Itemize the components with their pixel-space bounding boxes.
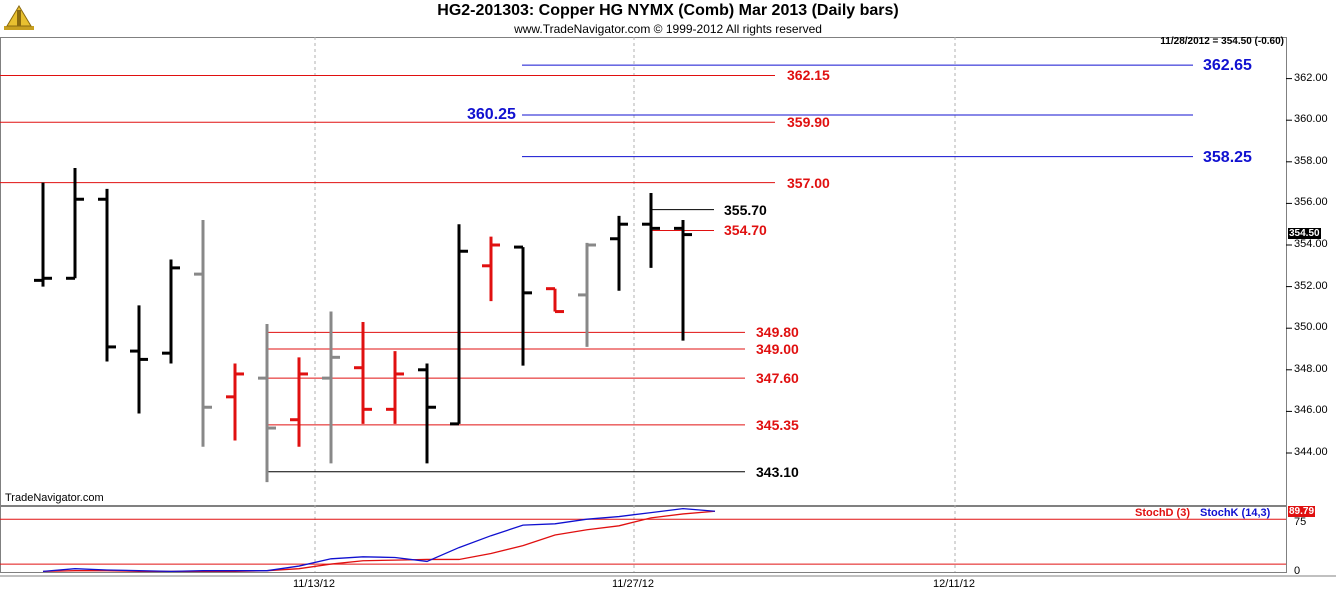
y-tick-label: 344.00 bbox=[1294, 446, 1328, 458]
level-label: 357.00 bbox=[787, 174, 830, 191]
y-tick-label: 354.00 bbox=[1294, 238, 1328, 250]
level-label: 347.60 bbox=[756, 370, 799, 387]
y-tick-label: 360.00 bbox=[1294, 113, 1328, 126]
date-tick-label: 11/13/12 bbox=[293, 578, 336, 590]
level-label: 360.25 bbox=[467, 106, 516, 123]
level-label: 354.70 bbox=[724, 222, 767, 239]
level-label: 343.10 bbox=[756, 463, 799, 480]
date-tick-label: 11/27/12 bbox=[612, 578, 655, 590]
y-tick-label: 346.00 bbox=[1294, 404, 1328, 417]
level-label: 355.70 bbox=[724, 201, 767, 218]
stoch-panel-frame bbox=[0, 506, 1287, 573]
stoch-d-legend: StochD (3) bbox=[1135, 507, 1190, 519]
last-price-badge: 354.50 bbox=[1288, 227, 1321, 239]
copyright-text: www.TradeNavigator.com © 1999-2012 All r… bbox=[514, 22, 822, 36]
level-label: 362.15 bbox=[787, 67, 830, 84]
stoch-y-tick-label: 0 bbox=[1294, 565, 1301, 577]
stoch-y-tick-label: 75 bbox=[1294, 515, 1307, 528]
y-tick-label: 356.00 bbox=[1294, 196, 1328, 209]
trade-navigator-logo-icon bbox=[2, 2, 36, 32]
level-label: 358.25 bbox=[1203, 148, 1252, 166]
y-tick-label: 348.00 bbox=[1294, 362, 1328, 375]
stoch-k-legend: StochK (14,3) bbox=[1200, 507, 1271, 519]
level-label: 362.65 bbox=[1203, 57, 1252, 75]
watermark: TradeNavigator.com bbox=[5, 492, 104, 504]
level-label: 345.35 bbox=[756, 416, 799, 433]
level-label: 359.90 bbox=[787, 114, 830, 131]
y-tick-label: 362.00 bbox=[1294, 71, 1328, 84]
stoch-series-line bbox=[42, 510, 716, 572]
chart-title: HG2-201303: Copper HG NYMX (Comb) Mar 20… bbox=[437, 2, 899, 19]
y-tick-label: 350.00 bbox=[1294, 321, 1328, 334]
price-panel-frame bbox=[0, 37, 1287, 506]
date-tick-label: 12/11/12 bbox=[933, 578, 976, 590]
stoch-series-line bbox=[42, 507, 716, 572]
level-label: 349.00 bbox=[756, 341, 799, 357]
y-tick-label: 352.00 bbox=[1294, 279, 1328, 292]
stoch-last-badge: 89.79 bbox=[1288, 505, 1316, 517]
last-price-info: 11/28/2012 = 354.50 (-0.60) bbox=[1160, 36, 1284, 47]
y-tick-label: 358.00 bbox=[1294, 154, 1328, 167]
level-label: 349.80 bbox=[756, 324, 799, 341]
